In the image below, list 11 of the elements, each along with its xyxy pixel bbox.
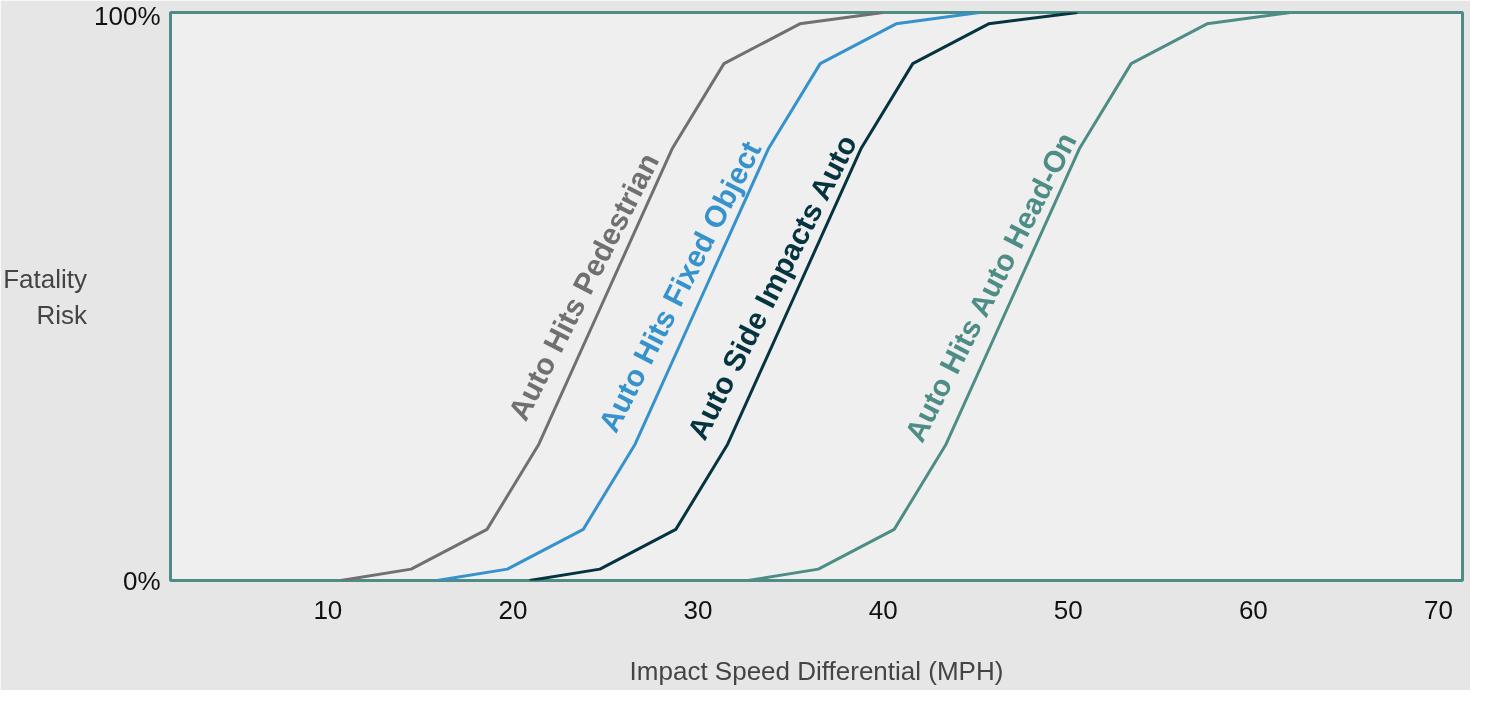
y-axis-title: Fatality Risk xyxy=(3,263,88,330)
x-tick-label: 20 xyxy=(498,594,528,625)
y-tick-label: 0% xyxy=(122,565,161,596)
x-tick-label: 60 xyxy=(1238,594,1268,625)
x-tick-label: 40 xyxy=(868,594,898,625)
x-axis-title: Impact Speed Differential (MPH) xyxy=(629,655,1004,686)
x-tick-label: 10 xyxy=(313,594,343,625)
x-tick-label: 70 xyxy=(1423,594,1453,625)
x-tick-label: 50 xyxy=(1053,594,1083,625)
y-tick-label: 100% xyxy=(94,0,161,31)
x-tick-label: 30 xyxy=(683,594,713,625)
